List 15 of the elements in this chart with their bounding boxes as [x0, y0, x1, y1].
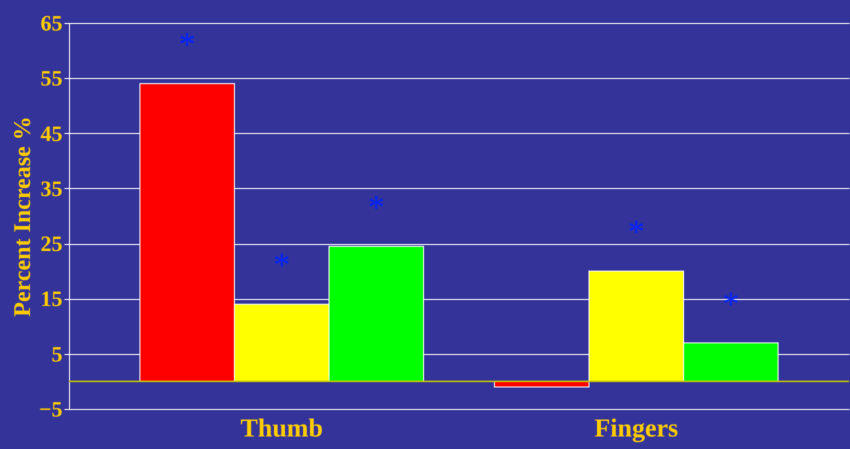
data-label: * — [273, 247, 290, 284]
y-axis-title: Percent Increase % — [10, 116, 36, 317]
y-tick-label: 65 — [40, 10, 62, 36]
x-tick-label: Thumb — [240, 414, 323, 442]
data-label: * — [368, 189, 385, 226]
data-label: * — [628, 214, 645, 252]
y-tick-label: 25 — [40, 231, 62, 256]
data-label: * — [178, 26, 196, 64]
y-tick-label: −5 — [38, 396, 62, 422]
y-tick-label: 5 — [52, 341, 62, 366]
x-tick-label: Fingers — [594, 414, 678, 442]
y-tick-label: 45 — [40, 120, 62, 146]
y-tick-label: 55 — [40, 66, 62, 91]
y-tick-label: 15 — [40, 286, 62, 312]
y-tick-label: 35 — [40, 176, 62, 201]
